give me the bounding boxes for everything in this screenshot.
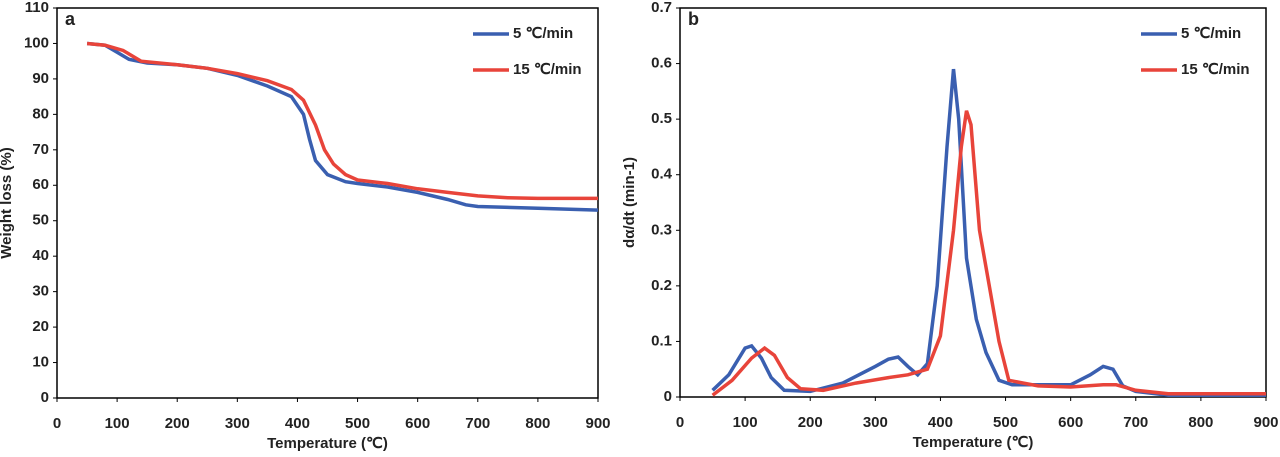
y-tick-label: 0.4 bbox=[651, 166, 673, 183]
y-tick-label: 0.6 bbox=[651, 55, 672, 72]
x-tick-label: 900 bbox=[585, 415, 610, 432]
x-tick-label: 200 bbox=[165, 415, 190, 432]
legend-label: 5 ℃/min bbox=[1181, 25, 1241, 42]
y-tick-label: 0.5 bbox=[651, 110, 672, 127]
y-tick-label: 0 bbox=[41, 389, 49, 406]
x-axis-title: Temperature (℃) bbox=[267, 435, 388, 452]
data-line bbox=[86, 41, 598, 201]
legend-label: 5 ℃/min bbox=[513, 25, 573, 42]
y-tick-label: 40 bbox=[32, 247, 49, 264]
x-axis-title: Temperature (℃) bbox=[913, 434, 1034, 451]
y-tick-label: 80 bbox=[32, 105, 49, 122]
plot-frame bbox=[56, 7, 599, 399]
x-tick-label: 600 bbox=[405, 415, 430, 432]
x-tick-label: 0 bbox=[53, 415, 61, 432]
y-tick-label: 10 bbox=[32, 354, 49, 371]
x-tick-label: 700 bbox=[1123, 414, 1148, 431]
y-tick-label: 0.2 bbox=[651, 277, 672, 294]
y-tick-label: 90 bbox=[32, 70, 49, 87]
x-tick-label: 300 bbox=[225, 415, 250, 432]
y-tick-label: 110 bbox=[25, 0, 49, 16]
x-tick-label: 900 bbox=[1253, 414, 1278, 431]
y-tick-label: 20 bbox=[32, 318, 49, 335]
y-tick-label: 100 bbox=[24, 34, 49, 51]
x-tick-label: 500 bbox=[993, 414, 1018, 431]
x-tick-label: 800 bbox=[1188, 414, 1213, 431]
x-tick-label: 600 bbox=[1058, 414, 1083, 431]
y-tick-label: 50 bbox=[32, 212, 49, 229]
x-tick-label: 400 bbox=[285, 415, 310, 432]
x-tick-label: 100 bbox=[733, 414, 758, 431]
x-tick-label: 700 bbox=[465, 415, 490, 432]
y-tick-label: 0.1 bbox=[651, 332, 672, 349]
plot-frame bbox=[679, 7, 1267, 398]
data-line bbox=[711, 68, 1266, 398]
legend-label: 15 ℃/min bbox=[513, 61, 582, 78]
panel-label: b bbox=[688, 9, 699, 29]
legend-label: 15 ℃/min bbox=[1181, 61, 1250, 78]
x-tick-label: 300 bbox=[863, 414, 888, 431]
x-tick-label: 500 bbox=[345, 415, 370, 432]
x-tick-label: 800 bbox=[525, 415, 550, 432]
x-tick-label: 0 bbox=[676, 414, 684, 431]
x-tick-label: 100 bbox=[105, 415, 130, 432]
y-tick-label: 70 bbox=[32, 141, 49, 158]
y-axis-title: dα/dt (min-1) bbox=[621, 157, 638, 248]
y-tick-label: 0.7 bbox=[651, 0, 672, 16]
x-tick-label: 400 bbox=[928, 414, 953, 431]
x-tick-label: 200 bbox=[798, 414, 823, 431]
y-tick-label: 0.3 bbox=[651, 221, 672, 238]
y-tick-label: 0 bbox=[664, 388, 672, 405]
data-line bbox=[711, 110, 1266, 397]
y-tick-label: 60 bbox=[32, 176, 49, 193]
panel-label: a bbox=[65, 9, 76, 29]
y-tick-label: 30 bbox=[32, 283, 49, 300]
y-axis-title: Weight loss (%) bbox=[0, 147, 15, 258]
